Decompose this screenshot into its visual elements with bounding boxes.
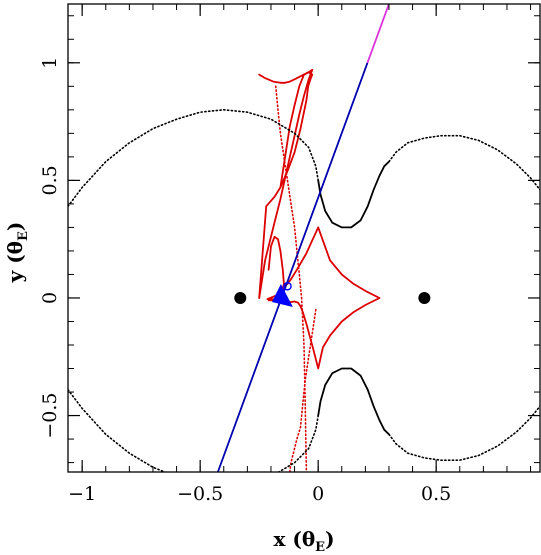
tick-layer: −1 −0.5 0 0.5 −0.5 0 0.5 1 <box>39 4 540 505</box>
caustic-curve-0 <box>266 226 381 370</box>
x-tick-label: 0 <box>312 483 324 505</box>
x-axis-title-open-paren: ( <box>292 527 301 551</box>
x-axis-title-close-paren: ) <box>325 527 334 551</box>
marker-layer <box>234 281 431 307</box>
lens-point-0 <box>234 291 247 304</box>
critical-curve-8 <box>68 388 320 472</box>
critical-curve-9 <box>317 367 390 436</box>
y-tick-label: −0.5 <box>39 392 61 438</box>
critical-curve-6 <box>317 160 390 229</box>
y-tick-label: 0.5 <box>39 165 61 195</box>
x-axis-title: x (θE) <box>273 527 334 555</box>
y-axis-title: y (θE) <box>3 222 31 284</box>
critical-curve-10 <box>388 405 540 462</box>
caustic-curve-3 <box>274 85 308 472</box>
plot-frame <box>67 3 541 473</box>
x-axis-title-theta: θ <box>302 527 315 551</box>
x-axis-title-main: x <box>273 527 286 551</box>
x-axis-title-sub: E <box>315 540 325 555</box>
y-axis-title-theta: θ <box>3 241 27 254</box>
critical-curve-7 <box>388 134 540 191</box>
caustic-curve-1 <box>258 71 314 299</box>
y-tick-label: 1 <box>39 57 61 69</box>
y-tick-label: 0 <box>39 292 61 304</box>
y-axis-title-close-paren: ) <box>3 222 27 231</box>
x-tick-label: −1 <box>68 483 96 505</box>
source-trajectory-tail <box>366 4 390 64</box>
lens-point-1 <box>418 291 431 304</box>
data-layer <box>68 4 540 472</box>
critical-curve-5 <box>68 109 320 208</box>
source-trajectory-line <box>217 62 369 472</box>
y-axis-title-sub: E <box>16 231 31 241</box>
x-tick-label: −0.5 <box>177 483 223 505</box>
caustic-curve-4 <box>288 308 317 472</box>
y-axis-title-main: y <box>3 269 27 283</box>
x-tick-label: 0.5 <box>421 483 451 505</box>
caustic-curve-2 <box>258 68 314 299</box>
source-ring-marker <box>283 281 292 291</box>
source-triangle-marker <box>271 284 293 307</box>
y-axis-title-open-paren: ( <box>3 254 27 263</box>
